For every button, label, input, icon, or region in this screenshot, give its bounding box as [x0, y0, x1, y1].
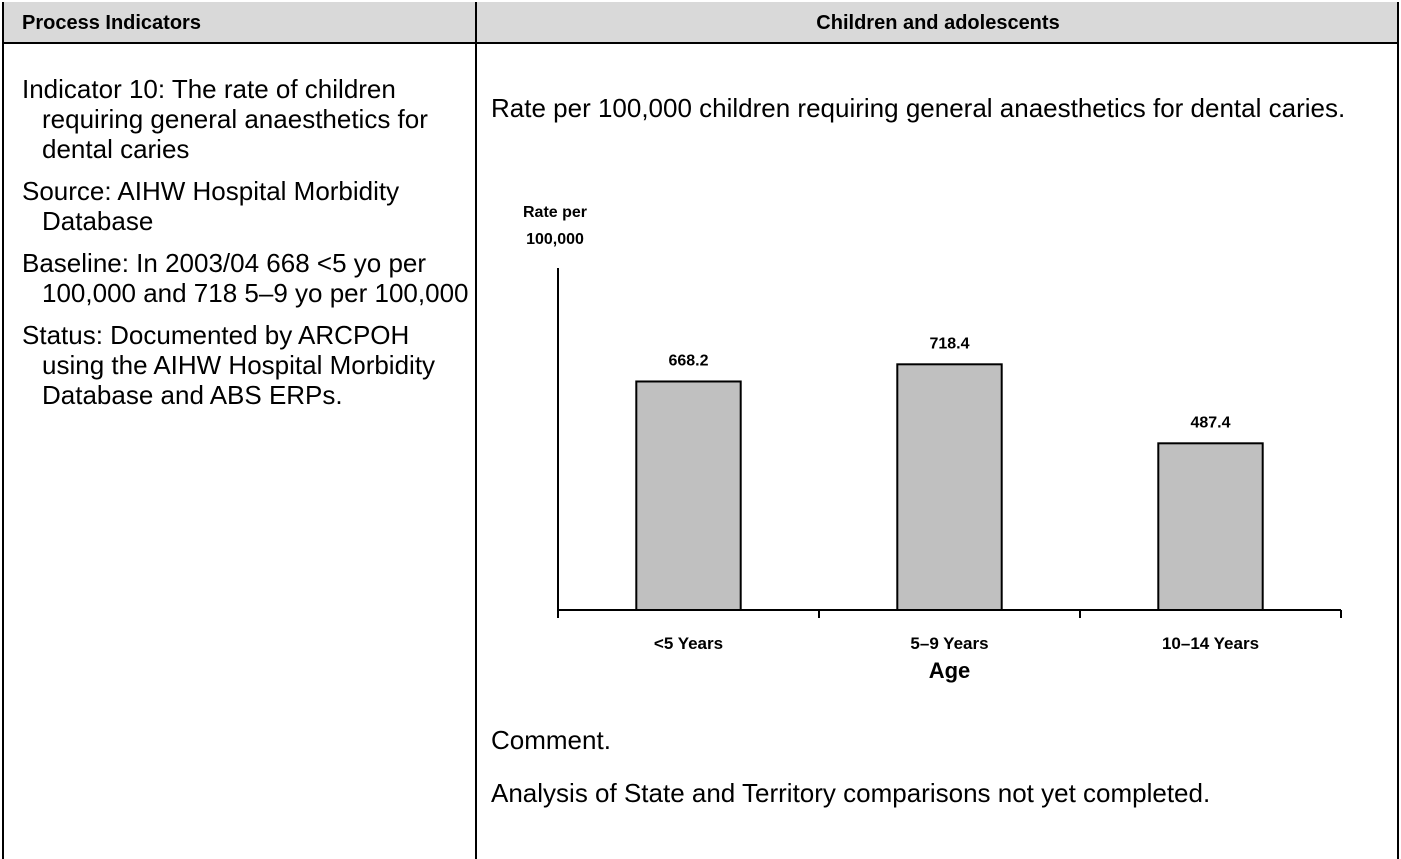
- x-tick-label: 10–14 Years: [1162, 634, 1259, 653]
- y-axis-label: Rate per: [523, 204, 587, 221]
- value-label: 668.2: [668, 352, 708, 369]
- paragraph: Indicator 10: The rate of children requi…: [22, 74, 428, 164]
- value-label: 487.4: [1190, 414, 1230, 431]
- left-cell: Indicator 10: The rate of children requi…: [22, 74, 470, 422]
- x-tick-label: 5–9 Years: [910, 634, 988, 653]
- value-label: 718.4: [929, 335, 969, 352]
- paragraph: Baseline: In 2003/04 668 <5 yo per 100,0…: [22, 248, 469, 308]
- intro: Rate per 100,000 children requiring gene…: [491, 93, 1346, 123]
- comment: Comment.: [491, 725, 611, 755]
- bar: [1157, 442, 1264, 611]
- x-axis-label: Age: [929, 658, 971, 683]
- table-border: [2, 2, 4, 859]
- header-text: Process Indicators: [22, 12, 201, 34]
- note: Analysis of State and Territory comparis…: [491, 778, 1211, 808]
- bar: [635, 380, 742, 611]
- paragraph: Source: AIHW Hospital Morbidity Database: [22, 176, 400, 236]
- header-text: Children and adolescents: [816, 12, 1060, 34]
- table-border: [475, 2, 477, 859]
- y-axis-label: 100,000: [526, 231, 584, 248]
- header-cell: Children and adolescents: [477, 2, 1399, 44]
- bar: [896, 363, 1003, 611]
- x-tick-label: <5 Years: [654, 634, 723, 653]
- paragraph: Status: Documented by ARCPOH using the A…: [22, 320, 436, 410]
- table-border: [1397, 2, 1399, 859]
- header-cell: Process Indicators: [4, 2, 475, 44]
